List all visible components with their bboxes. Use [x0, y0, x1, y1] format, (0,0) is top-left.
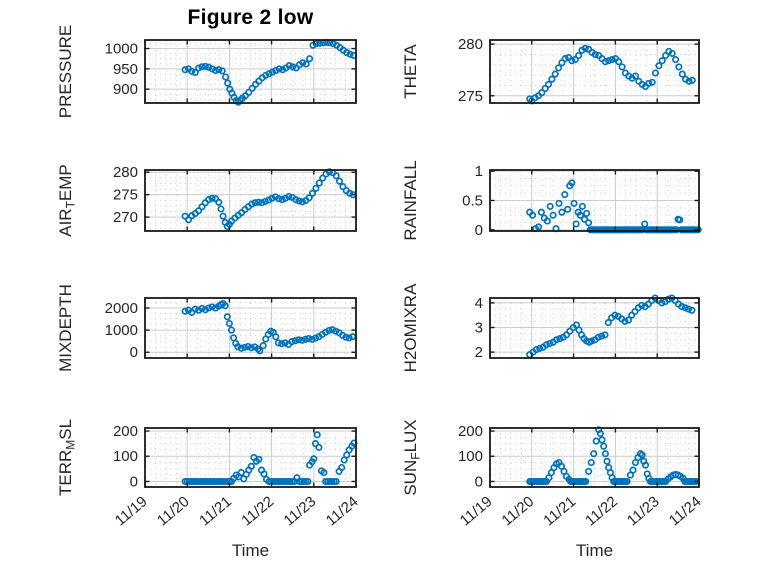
- y-tick-label: 100: [458, 448, 483, 465]
- y-tick-label: 280: [113, 164, 138, 181]
- data-markers: [181, 299, 357, 355]
- y-tick-label: 200: [113, 423, 138, 440]
- y-tick-label: 280: [458, 36, 483, 53]
- tick-marks: [489, 428, 700, 487]
- y-tick-label: 3: [475, 320, 483, 337]
- tick-marks: [144, 298, 357, 358]
- y-axis-label: THETA: [401, 44, 420, 99]
- x-tick-label: 11/24: [323, 493, 362, 529]
- tick-marks: [144, 170, 357, 231]
- y-tick-label: 1000: [105, 322, 138, 339]
- tick-marks: [489, 298, 700, 358]
- subplot-pressure: 900 950 1000 PRESSURE: [56, 25, 358, 119]
- data-markers: [526, 44, 696, 105]
- y-axis-label: H2OMIXRA: [401, 283, 420, 372]
- tick-marks: [489, 40, 700, 103]
- x-axis-label-right: Time: [575, 541, 614, 560]
- subplot-rainfall: 0 0.5 1 RAINFALL: [401, 160, 702, 241]
- y-tick-label: 0: [475, 473, 483, 490]
- x-tick-label: 11/19: [457, 493, 496, 529]
- y-tick-label: 1000: [105, 41, 138, 58]
- subplot-air-temp: 270 275 280 AIRTEMP: [56, 164, 357, 237]
- y-tick-label: 275: [113, 187, 138, 204]
- y-axis-label: RAINFALL: [401, 160, 420, 240]
- axes-box: [489, 39, 700, 104]
- y-tick-label: 1: [475, 163, 483, 180]
- x-tick-label: 11/22: [582, 493, 621, 529]
- y-tick-label: 0.5: [462, 193, 483, 210]
- y-axis-label: PRESSURE: [56, 25, 75, 119]
- data-markers: [181, 168, 357, 231]
- data-markers: [526, 426, 701, 486]
- data-markers: [181, 431, 358, 486]
- tick-marks: [144, 40, 357, 103]
- y-axis-label: MIXDEPTH: [56, 284, 75, 372]
- x-tick-label: 11/21: [540, 493, 579, 529]
- y-tick-label: 2: [475, 344, 483, 361]
- y-tick-label: 900: [113, 81, 138, 98]
- major-grid: [145, 428, 356, 487]
- y-axis-label: TERRMSL: [56, 419, 78, 496]
- axes-box: [144, 39, 357, 104]
- x-tick-label: 11/20: [154, 493, 193, 529]
- tick-marks: [144, 428, 357, 487]
- y-tick-label: 275: [458, 88, 483, 105]
- data-markers: [181, 38, 358, 106]
- x-tick-label: 11/19: [112, 493, 151, 529]
- y-axis-label: AIRTEMP: [56, 164, 78, 237]
- x-tick-label: 11/22: [238, 493, 277, 529]
- axes-box: [144, 427, 357, 488]
- subplot-mixdepth: 0 1000 2000 MIXDEPTH: [56, 284, 357, 372]
- axes-box: [144, 169, 357, 232]
- y-axis-label: SUNFLUX: [401, 419, 423, 495]
- subplot-terr-msl: 0 100 200 TERRMSL 11/19 11/20 11/21 11/22 11/23 1…: [56, 419, 362, 530]
- y-tick-label: 100: [113, 448, 138, 465]
- subplot-h2omixra: 2 3 4 H2OMIXRA: [401, 283, 700, 372]
- x-tick-label: 11/24: [666, 493, 705, 529]
- y-tick-label: 270: [113, 209, 138, 226]
- data-markers: [526, 294, 696, 359]
- y-tick-label: 950: [113, 61, 138, 78]
- major-grid: [145, 170, 356, 231]
- y-tick-label: 4: [475, 295, 483, 312]
- x-tick-label: 11/23: [281, 493, 320, 529]
- x-tick-label: 11/21: [196, 493, 235, 529]
- data-markers: [526, 179, 702, 234]
- subplot-theta: 275 280 THETA: [401, 36, 700, 105]
- axes-box: [144, 297, 357, 359]
- figure-title: Figure 2 low: [187, 6, 314, 29]
- x-tick-label: 11/23: [624, 493, 663, 529]
- x-axis-label-left: Time: [231, 541, 270, 560]
- y-tick-label: 0: [130, 473, 138, 490]
- tick-marks: [489, 170, 700, 231]
- y-tick-label: 0: [130, 344, 138, 361]
- axes-box: [489, 427, 700, 488]
- major-grid: [490, 40, 699, 103]
- y-tick-label: 2000: [105, 300, 138, 317]
- major-grid: [490, 170, 699, 231]
- y-tick-label: 0: [475, 222, 483, 239]
- y-tick-label: 200: [458, 423, 483, 440]
- x-tick-label: 11/20: [499, 493, 538, 529]
- subplot-sun-flux: 0 100 200 SUNFLUX 11/19 11/20 11/21 11/22 11/23 1…: [401, 419, 705, 529]
